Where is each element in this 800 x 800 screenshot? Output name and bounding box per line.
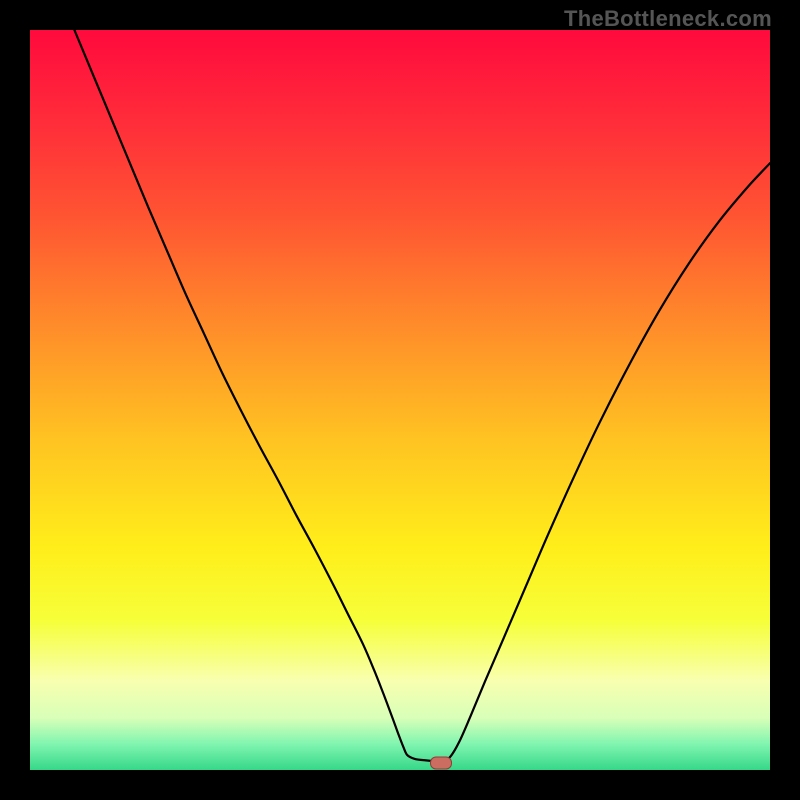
plot-area	[30, 30, 770, 770]
curve-path	[74, 30, 770, 761]
chart-frame: TheBottleneck.com	[0, 0, 800, 800]
watermark-text: TheBottleneck.com	[564, 6, 772, 32]
bottleneck-curve	[30, 30, 770, 770]
optimal-marker	[430, 756, 452, 769]
